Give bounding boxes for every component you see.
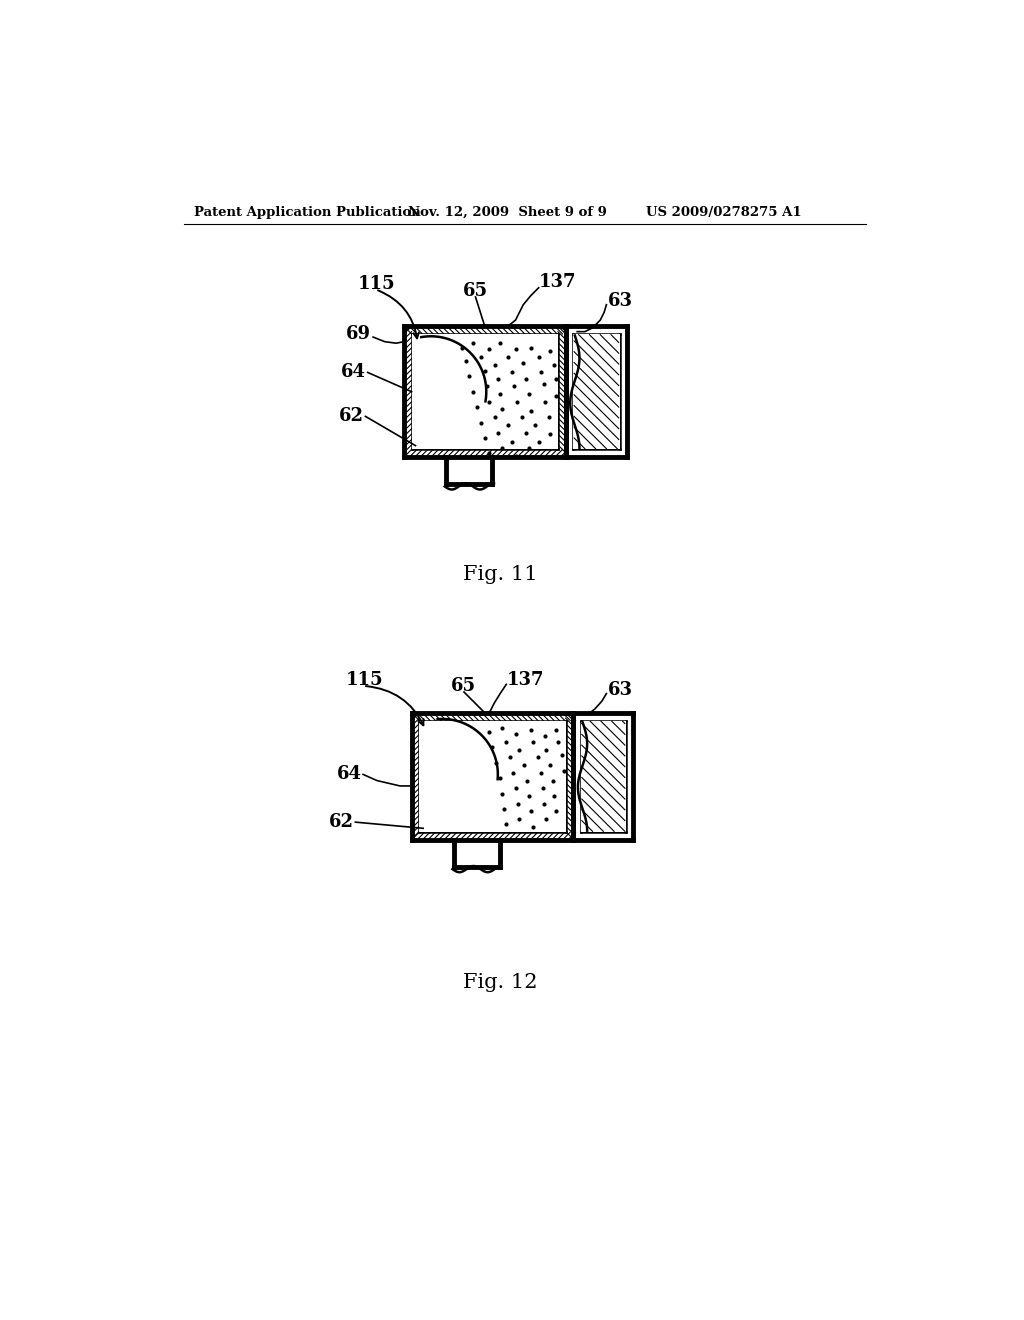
Text: 137: 137 — [506, 672, 544, 689]
Text: 115: 115 — [346, 672, 384, 689]
Text: 65: 65 — [451, 677, 476, 694]
Bar — [412, 334, 558, 449]
Text: US 2009/0278275 A1: US 2009/0278275 A1 — [646, 206, 802, 219]
Text: 65: 65 — [463, 282, 488, 300]
Text: Fig. 12: Fig. 12 — [463, 973, 538, 991]
Text: 64: 64 — [341, 363, 367, 381]
Text: 64: 64 — [337, 766, 361, 783]
Text: 63: 63 — [608, 292, 633, 310]
Text: 62: 62 — [339, 408, 364, 425]
Text: 62: 62 — [329, 813, 354, 832]
Text: 115: 115 — [357, 275, 395, 293]
Bar — [573, 334, 620, 449]
Text: Patent Application Publication: Patent Application Publication — [195, 206, 421, 219]
Text: 137: 137 — [539, 273, 577, 290]
Text: 63: 63 — [608, 681, 633, 698]
Bar — [419, 721, 565, 832]
Text: 69: 69 — [346, 325, 371, 343]
Bar — [581, 721, 626, 832]
Text: Nov. 12, 2009  Sheet 9 of 9: Nov. 12, 2009 Sheet 9 of 9 — [408, 206, 606, 219]
Text: Fig. 11: Fig. 11 — [463, 565, 538, 583]
